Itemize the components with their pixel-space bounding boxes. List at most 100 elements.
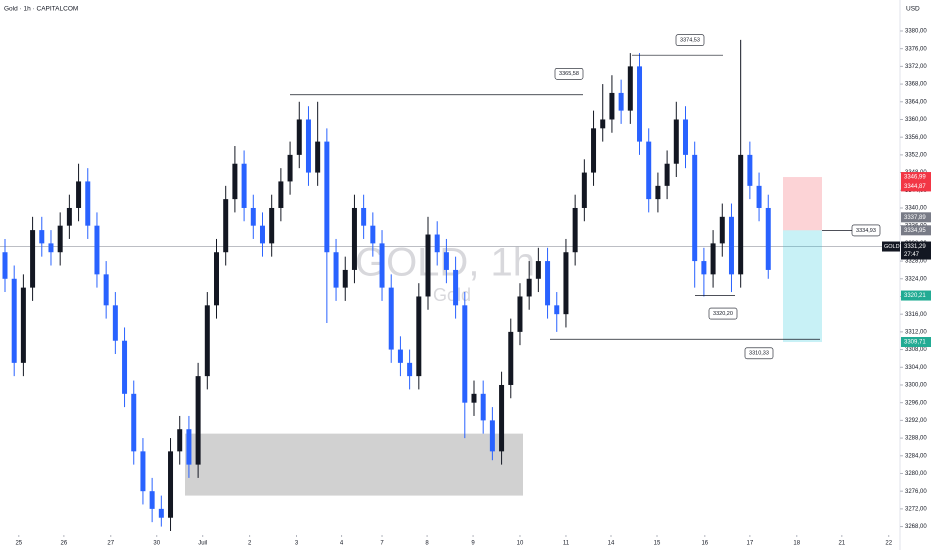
candle-body: [241, 163, 247, 208]
annotation-label: 3374,53: [680, 38, 700, 44]
y-tick-label: 3364,00: [905, 99, 927, 105]
x-tick-label: 9: [471, 541, 475, 547]
y-tick-label: 3352,00: [905, 152, 927, 158]
candle-body: [94, 225, 100, 275]
candle-body: [85, 181, 91, 226]
y-tick-label: 3368,00: [905, 82, 927, 88]
candle-body: [517, 296, 523, 332]
countdown: 27:47: [904, 252, 920, 258]
candle-body: [168, 451, 174, 518]
candle-body: [554, 305, 560, 315]
candle-body: [581, 172, 587, 208]
candle-body: [140, 451, 146, 492]
y-tick-label: 3280,00: [905, 471, 927, 477]
price-label-bg: [901, 290, 931, 301]
candle-body: [112, 305, 118, 341]
annotation-label: 3334,93: [856, 228, 876, 234]
stop-zone: [783, 177, 822, 231]
y-tick-label: 3296,00: [905, 400, 927, 406]
annotation-box: [744, 347, 774, 360]
candle-body: [103, 274, 109, 306]
price-label-bg: [901, 225, 931, 236]
candle-body: [655, 185, 661, 200]
price-label-bg: [901, 181, 931, 192]
candle-body: [489, 420, 495, 452]
annotation-label: 3320,20: [713, 311, 733, 317]
candle-body: [646, 141, 652, 200]
x-tick-label: Juil: [198, 541, 207, 547]
y-tick-label: 3324,00: [905, 276, 927, 282]
y-tick-label: 3272,00: [905, 506, 927, 512]
candle-body: [342, 269, 348, 288]
candle-body: [223, 199, 229, 253]
x-tick-label: 10: [517, 541, 524, 547]
candle-body: [692, 154, 698, 262]
candle-body: [66, 207, 72, 226]
candle-body: [627, 66, 633, 111]
candle-body: [407, 362, 413, 377]
symbol-bg: [882, 241, 900, 252]
candle-body: [682, 119, 688, 155]
x-tick-label: 21: [838, 541, 845, 547]
zone: [185, 433, 523, 496]
candle-body: [388, 287, 394, 350]
candle-body: [287, 154, 293, 182]
y-tick-label: 3292,00: [905, 418, 927, 424]
y-tick-label: 3372,00: [905, 64, 927, 70]
candle-body: [572, 207, 578, 253]
x-tick-label: 4: [340, 541, 344, 547]
y-tick-label: 3380,00: [905, 29, 927, 35]
y-tick-label: 3312,00: [905, 329, 927, 335]
candle-body: [269, 207, 275, 244]
candle-body: [186, 429, 192, 465]
x-tick-label: 18: [793, 541, 800, 547]
y-tick-label: 3304,00: [905, 365, 927, 371]
candle-body: [535, 261, 541, 279]
x-tick-label: 26: [61, 541, 68, 547]
x-tick-label: 11: [563, 541, 570, 547]
candle-body: [434, 234, 440, 253]
x-tick-label: 16: [701, 541, 708, 547]
current-price-bg: [901, 241, 931, 260]
candle-body: [158, 508, 164, 518]
price-label: 3320,21: [904, 293, 926, 299]
annotation-box: [554, 67, 584, 80]
annotation-box: [708, 307, 738, 320]
candle-body: [259, 225, 265, 244]
candle-body: [11, 278, 17, 363]
annotation-label: 3310,33: [749, 351, 769, 357]
candle-body: [710, 243, 716, 275]
y-tick-label: 3340,00: [905, 206, 927, 212]
candle-body: [57, 225, 63, 253]
price-label: 3344,87: [904, 184, 926, 190]
candle-body: [131, 393, 137, 452]
target-zone: [783, 230, 822, 343]
y-tick-label: 3328,00: [905, 259, 927, 265]
y-tick-label: 3284,00: [905, 453, 927, 459]
y-tick-label: 3288,00: [905, 436, 927, 442]
candle-body: [701, 261, 707, 275]
candle-body: [747, 154, 753, 186]
y-tick-label: 3300,00: [905, 383, 927, 389]
candle-body: [177, 429, 183, 452]
x-tick-label: 15: [654, 541, 661, 547]
annotation-box: [675, 34, 705, 46]
candle-body: [545, 261, 551, 306]
candle-body: [324, 141, 330, 253]
candle-body: [508, 331, 514, 385]
candle-body: [305, 119, 311, 173]
y-tick-label: 3308,00: [905, 347, 927, 353]
candle-body: [315, 141, 321, 173]
candle-body: [471, 393, 477, 403]
x-tick-label: 2: [248, 541, 252, 547]
candle-body: [39, 230, 45, 244]
x-tick-label: 27: [107, 541, 114, 547]
candle-body: [738, 154, 744, 275]
y-tick-label: 3276,00: [905, 489, 927, 495]
candle-body: [609, 92, 615, 120]
price-label-bg: [901, 212, 931, 223]
candle-body: [149, 491, 155, 509]
candle-body: [637, 66, 643, 142]
candle-body: [499, 384, 505, 452]
